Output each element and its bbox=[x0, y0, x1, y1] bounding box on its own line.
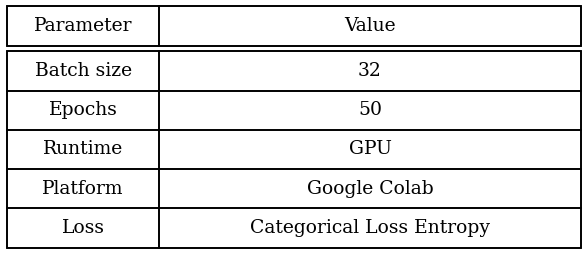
Text: Parameter: Parameter bbox=[34, 17, 132, 35]
Bar bbox=[7, 208, 159, 248]
Text: Platform: Platform bbox=[42, 180, 124, 198]
Bar bbox=[159, 6, 581, 46]
Bar bbox=[7, 90, 159, 130]
Text: Categorical Loss Entropy: Categorical Loss Entropy bbox=[250, 219, 490, 237]
Text: Runtime: Runtime bbox=[43, 140, 123, 158]
Bar bbox=[7, 130, 159, 169]
Bar bbox=[159, 90, 581, 130]
Text: 32: 32 bbox=[358, 62, 382, 80]
Bar bbox=[7, 51, 581, 248]
Text: Epochs: Epochs bbox=[49, 101, 118, 119]
Bar bbox=[159, 51, 581, 90]
Text: Loss: Loss bbox=[62, 219, 105, 237]
Text: Value: Value bbox=[344, 17, 396, 35]
Bar bbox=[7, 169, 159, 208]
Bar bbox=[159, 208, 581, 248]
Text: Google Colab: Google Colab bbox=[307, 180, 433, 198]
Text: 50: 50 bbox=[358, 101, 382, 119]
Bar bbox=[7, 6, 159, 46]
Text: Batch size: Batch size bbox=[35, 62, 132, 80]
Bar bbox=[7, 6, 581, 46]
Bar bbox=[7, 51, 159, 90]
Bar bbox=[159, 130, 581, 169]
Bar bbox=[159, 169, 581, 208]
Text: GPU: GPU bbox=[349, 140, 392, 158]
